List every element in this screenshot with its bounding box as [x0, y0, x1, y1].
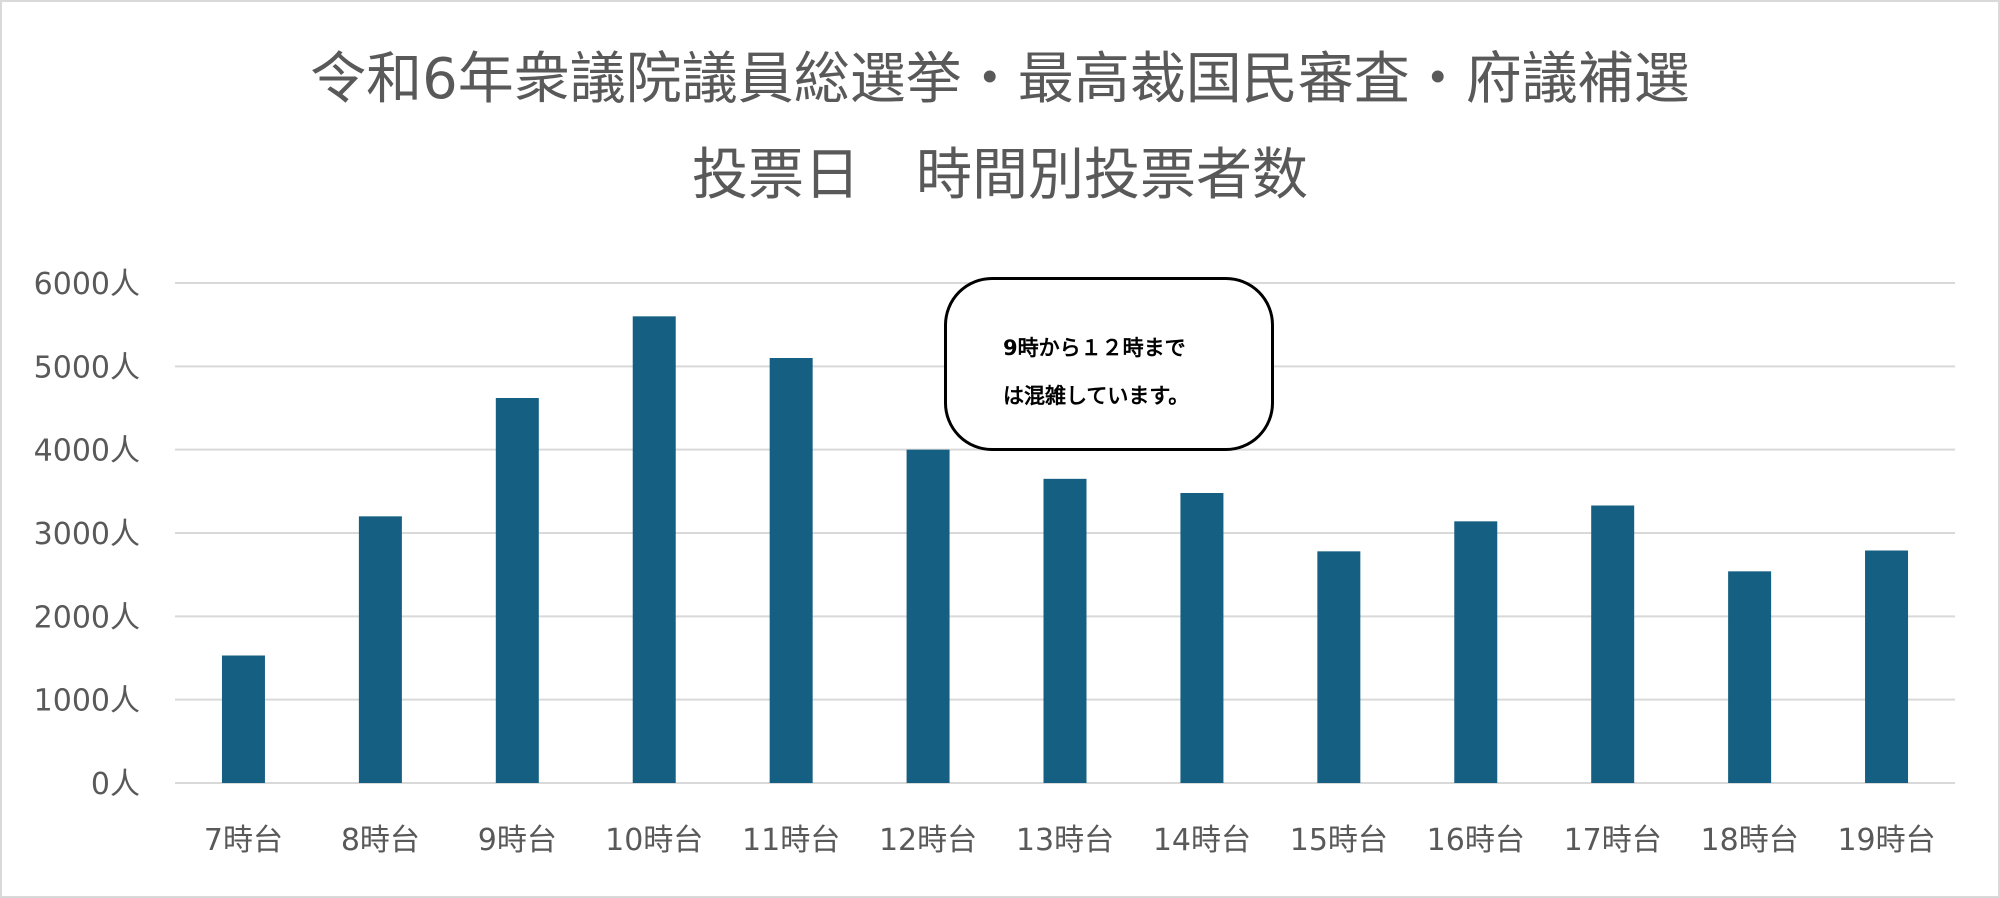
- x-tick-label: 9時台: [478, 823, 557, 858]
- bar: [1043, 478, 1087, 783]
- x-tick-label: 8時台: [341, 823, 420, 858]
- x-tick-label: 15時台: [1290, 823, 1388, 858]
- y-tick-label: 2000人: [34, 600, 140, 635]
- y-axis-ticks: 0人 1000人 2000人 3000人 4000人 5000人 6000人: [34, 267, 140, 802]
- y-tick-label: 0人: [91, 767, 140, 802]
- x-tick-label: 13時台: [1016, 823, 1114, 858]
- annotation-line-2: は混雑しています。: [1003, 384, 1190, 408]
- annotation-callout: 9時から１２時まで は混雑しています。: [944, 277, 1274, 451]
- y-tick-label: 1000人: [34, 684, 140, 719]
- bar: [1454, 521, 1498, 783]
- bar: [769, 358, 813, 783]
- bars: [221, 316, 1909, 783]
- y-tick-label: 4000人: [34, 434, 140, 469]
- bar: [1591, 505, 1635, 783]
- x-tick-label: 12時台: [879, 823, 977, 858]
- x-tick-label: 17時台: [1564, 823, 1662, 858]
- bar: [1317, 551, 1361, 783]
- x-tick-label: 16時台: [1427, 823, 1525, 858]
- bar: [358, 516, 402, 783]
- y-tick-label: 3000人: [34, 517, 140, 552]
- x-tick-label: 11時台: [742, 823, 840, 858]
- chart-subtitle: 投票日 時間別投票者数: [692, 143, 1308, 208]
- annotation-line-1: 9時から１２時まで: [1003, 336, 1186, 360]
- x-axis-ticks: 7時台 8時台 9時台 10時台 11時台 12時台 13時台 14時台 15時台 16時台 17時…: [204, 823, 1936, 858]
- y-tick-label: 6000人: [34, 267, 140, 302]
- bar: [495, 398, 539, 783]
- bar: [632, 316, 676, 783]
- chart-title: 令和6年衆議院議員総選挙・最高裁国民審査・府議補選: [310, 47, 1690, 112]
- y-tick-label: 5000人: [34, 350, 140, 385]
- x-tick-label: 7時台: [204, 823, 283, 858]
- x-tick-label: 14時台: [1153, 823, 1251, 858]
- bar: [1728, 571, 1772, 783]
- bar: [906, 449, 950, 783]
- x-tick-label: 19時台: [1837, 823, 1935, 858]
- bar: [1180, 493, 1224, 783]
- bar: [221, 655, 265, 783]
- x-tick-label: 18時台: [1701, 823, 1799, 858]
- x-tick-label: 10時台: [605, 823, 703, 858]
- bar: [1865, 550, 1909, 783]
